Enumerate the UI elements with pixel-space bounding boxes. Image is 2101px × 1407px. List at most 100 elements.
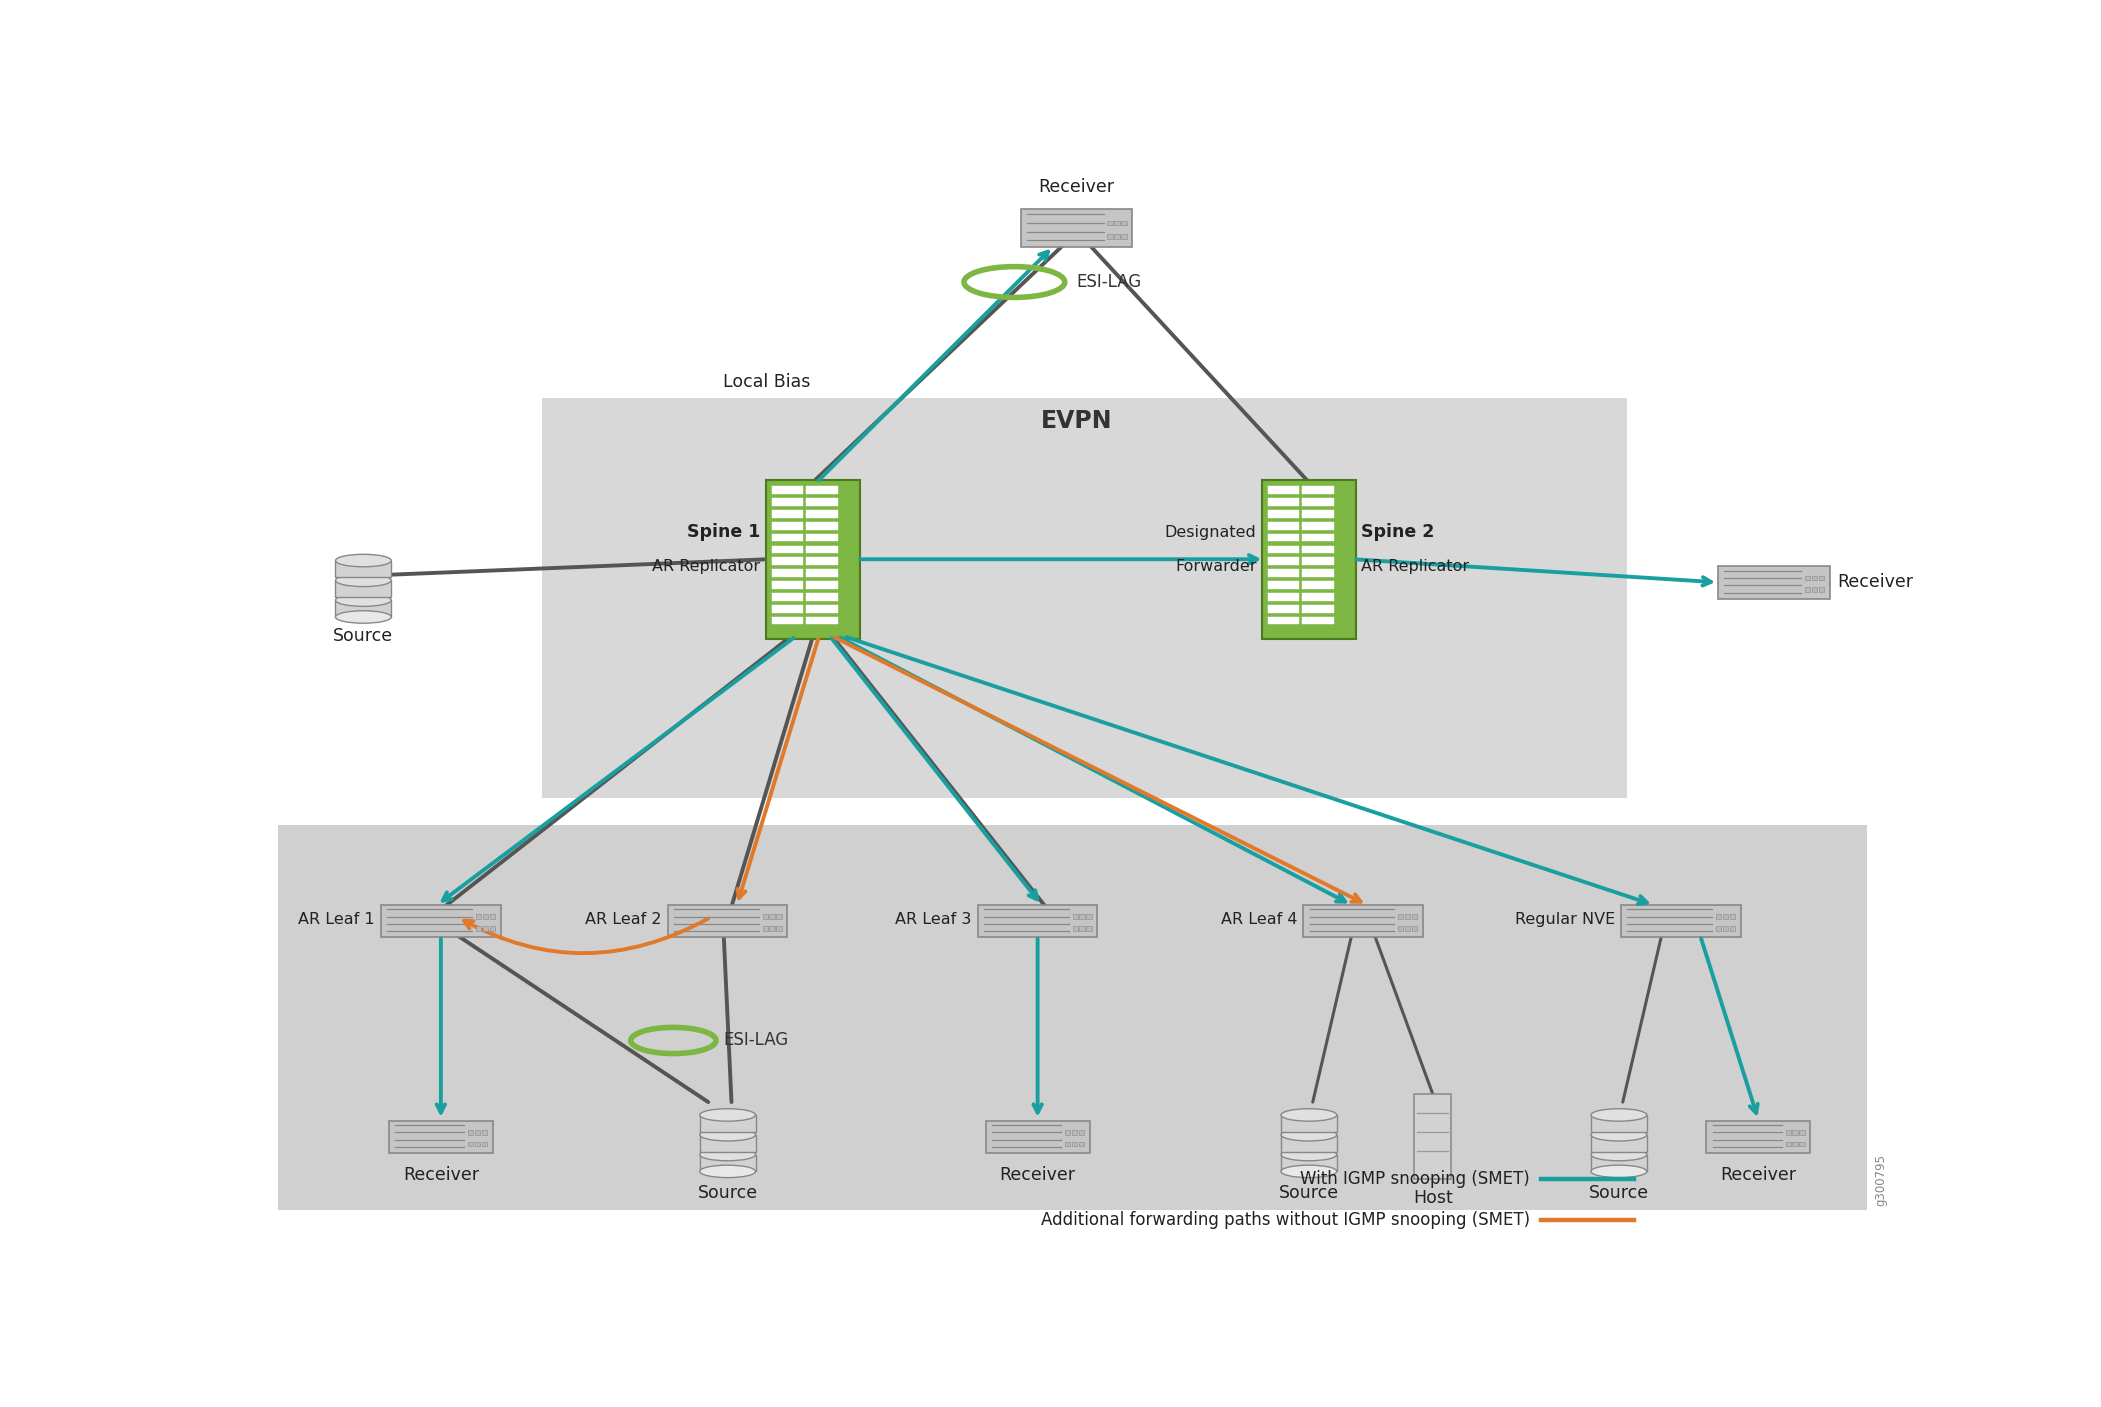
FancyBboxPatch shape xyxy=(763,926,769,931)
Ellipse shape xyxy=(1282,1148,1336,1161)
Text: AR Leaf 2: AR Leaf 2 xyxy=(586,912,662,927)
FancyBboxPatch shape xyxy=(1590,1155,1647,1172)
FancyBboxPatch shape xyxy=(769,926,775,931)
Text: Source: Source xyxy=(698,1185,758,1203)
FancyBboxPatch shape xyxy=(1107,221,1114,225)
FancyBboxPatch shape xyxy=(1590,1114,1647,1131)
FancyBboxPatch shape xyxy=(483,915,487,919)
FancyBboxPatch shape xyxy=(1122,221,1126,225)
Text: EVPN: EVPN xyxy=(1040,408,1111,432)
FancyBboxPatch shape xyxy=(336,560,391,577)
FancyBboxPatch shape xyxy=(1798,1130,1805,1134)
FancyBboxPatch shape xyxy=(1303,498,1334,507)
FancyBboxPatch shape xyxy=(1406,915,1410,919)
FancyBboxPatch shape xyxy=(1819,575,1824,580)
Text: Regular NVE: Regular NVE xyxy=(1515,912,1616,927)
FancyBboxPatch shape xyxy=(773,616,803,625)
FancyBboxPatch shape xyxy=(1269,546,1298,553)
FancyBboxPatch shape xyxy=(1303,511,1334,518)
FancyBboxPatch shape xyxy=(1107,235,1114,239)
FancyBboxPatch shape xyxy=(469,1141,473,1147)
FancyBboxPatch shape xyxy=(475,1141,481,1147)
FancyBboxPatch shape xyxy=(1412,915,1418,919)
Text: ESI-LAG: ESI-LAG xyxy=(1076,273,1141,291)
FancyBboxPatch shape xyxy=(481,1130,487,1134)
FancyBboxPatch shape xyxy=(1269,487,1298,494)
FancyBboxPatch shape xyxy=(1303,605,1334,612)
Text: Source: Source xyxy=(1280,1185,1338,1203)
Ellipse shape xyxy=(700,1165,756,1178)
Text: Local Bias: Local Bias xyxy=(723,373,811,391)
FancyBboxPatch shape xyxy=(389,1120,494,1152)
Text: AR Leaf 3: AR Leaf 3 xyxy=(895,912,973,927)
FancyBboxPatch shape xyxy=(807,581,838,590)
Text: AR Replicator: AR Replicator xyxy=(653,560,761,574)
FancyBboxPatch shape xyxy=(1269,533,1298,542)
Text: g300795: g300795 xyxy=(1874,1154,1887,1206)
FancyBboxPatch shape xyxy=(1811,575,1817,580)
FancyBboxPatch shape xyxy=(1080,926,1084,931)
FancyBboxPatch shape xyxy=(700,1155,756,1172)
FancyBboxPatch shape xyxy=(336,601,391,618)
FancyBboxPatch shape xyxy=(481,1141,487,1147)
FancyBboxPatch shape xyxy=(1303,522,1334,529)
FancyBboxPatch shape xyxy=(773,570,803,577)
FancyBboxPatch shape xyxy=(773,533,803,542)
FancyBboxPatch shape xyxy=(769,915,775,919)
FancyBboxPatch shape xyxy=(807,533,838,542)
FancyBboxPatch shape xyxy=(1717,926,1721,931)
FancyBboxPatch shape xyxy=(807,592,838,601)
FancyBboxPatch shape xyxy=(1086,915,1093,919)
FancyBboxPatch shape xyxy=(475,1130,481,1134)
Text: Forwarder: Forwarder xyxy=(1174,560,1256,574)
FancyBboxPatch shape xyxy=(1072,915,1078,919)
Text: Spine 1: Spine 1 xyxy=(687,523,761,542)
FancyBboxPatch shape xyxy=(1303,581,1334,590)
Text: Source: Source xyxy=(1588,1185,1649,1203)
FancyBboxPatch shape xyxy=(700,1135,756,1151)
FancyBboxPatch shape xyxy=(490,926,496,931)
Text: AR Replicator: AR Replicator xyxy=(1361,560,1469,574)
FancyBboxPatch shape xyxy=(1723,915,1729,919)
Ellipse shape xyxy=(700,1109,756,1121)
FancyBboxPatch shape xyxy=(483,926,487,931)
FancyBboxPatch shape xyxy=(1269,616,1298,625)
FancyBboxPatch shape xyxy=(1590,1135,1647,1151)
FancyBboxPatch shape xyxy=(1086,926,1093,931)
FancyBboxPatch shape xyxy=(1303,616,1334,625)
FancyBboxPatch shape xyxy=(807,570,838,577)
FancyBboxPatch shape xyxy=(1412,926,1418,931)
FancyBboxPatch shape xyxy=(773,487,803,494)
FancyBboxPatch shape xyxy=(1397,926,1403,931)
FancyBboxPatch shape xyxy=(490,915,496,919)
Text: Receiver: Receiver xyxy=(1038,177,1114,196)
FancyBboxPatch shape xyxy=(1303,570,1334,577)
FancyBboxPatch shape xyxy=(985,1120,1090,1152)
Text: Receiver: Receiver xyxy=(403,1166,479,1183)
FancyBboxPatch shape xyxy=(773,498,803,507)
FancyBboxPatch shape xyxy=(1269,581,1298,590)
FancyBboxPatch shape xyxy=(763,915,769,919)
FancyBboxPatch shape xyxy=(977,905,1097,937)
FancyBboxPatch shape xyxy=(807,487,838,494)
Ellipse shape xyxy=(1282,1165,1336,1178)
FancyBboxPatch shape xyxy=(807,605,838,612)
FancyBboxPatch shape xyxy=(1723,926,1729,931)
Ellipse shape xyxy=(1590,1128,1647,1141)
FancyBboxPatch shape xyxy=(1786,1141,1790,1147)
FancyBboxPatch shape xyxy=(1269,498,1298,507)
FancyBboxPatch shape xyxy=(807,498,838,507)
Ellipse shape xyxy=(700,1148,756,1161)
FancyBboxPatch shape xyxy=(807,522,838,529)
FancyBboxPatch shape xyxy=(1078,1130,1084,1134)
FancyBboxPatch shape xyxy=(1798,1141,1805,1147)
FancyBboxPatch shape xyxy=(1805,575,1811,580)
FancyBboxPatch shape xyxy=(700,1114,756,1131)
FancyBboxPatch shape xyxy=(1269,605,1298,612)
FancyBboxPatch shape xyxy=(773,592,803,601)
Ellipse shape xyxy=(1282,1109,1336,1121)
FancyBboxPatch shape xyxy=(469,1130,473,1134)
FancyBboxPatch shape xyxy=(277,825,1868,1210)
FancyBboxPatch shape xyxy=(542,398,1626,798)
FancyBboxPatch shape xyxy=(773,522,803,529)
